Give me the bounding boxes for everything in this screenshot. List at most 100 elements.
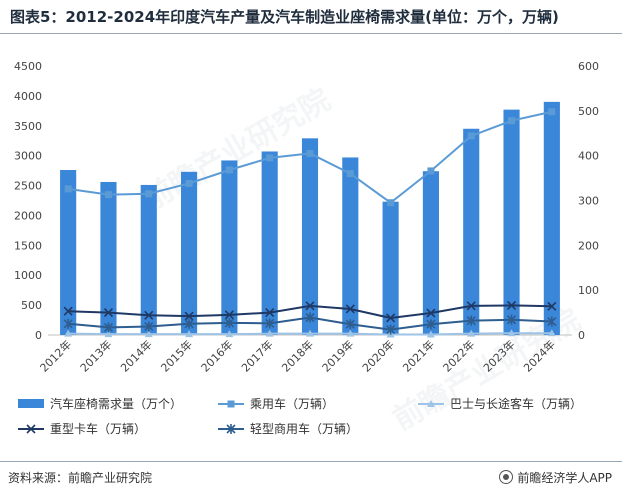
point-light-commercial	[547, 316, 557, 327]
point-heavy-truck	[184, 311, 194, 321]
bar-seat-demand	[140, 184, 157, 335]
point-bus	[507, 329, 516, 337]
legend-item-passenger: 乘用车（万辆）	[218, 396, 334, 411]
point-light-commercial	[305, 312, 315, 323]
y-left-tick-label: 1000	[14, 269, 42, 282]
y-right-tick-label: 300	[578, 195, 599, 208]
point-bus	[467, 329, 476, 337]
y-left-tick-label: 2500	[14, 180, 42, 193]
y-left-tick-label: 0	[35, 329, 42, 342]
y-right-tick-label: 200	[578, 239, 599, 252]
x-tick-label: 2022年	[440, 337, 477, 374]
point-bus	[144, 330, 153, 338]
legend-item-bus: 巴士与长途客车（万辆）	[418, 396, 582, 411]
point-bus	[185, 330, 194, 338]
legend-swatch	[18, 399, 44, 408]
point-passenger	[467, 132, 475, 140]
x-tick-label: 2016年	[198, 337, 235, 374]
chart-canvas: 0 500 1000 1500 2000 2500 3000 3500 4000 4500 0 100…	[14, 60, 599, 436]
x-tick-label: 2021年	[400, 337, 437, 374]
legend-label: 乘用车（万辆）	[250, 396, 334, 411]
x-tick-label: 2024年	[520, 337, 557, 374]
point-passenger	[185, 179, 193, 187]
point-heavy-truck	[63, 306, 73, 316]
point-passenger	[387, 199, 395, 207]
y-right-tick-label: 600	[578, 60, 599, 73]
point-heavy-truck	[386, 313, 396, 323]
y-left-tick-label: 500	[21, 299, 42, 312]
bar-seat-demand	[301, 138, 319, 335]
legend-item-light-commercial: 轻型商用车（万辆）	[218, 421, 358, 436]
point-heavy-truck	[224, 310, 234, 320]
legend-marker	[26, 424, 36, 434]
x-tick-label: 2012年	[37, 337, 74, 374]
point-heavy-truck	[103, 308, 114, 318]
bar-seat-demand	[60, 170, 77, 335]
point-bus	[104, 330, 113, 338]
legend-marker	[226, 424, 236, 434]
bar-seat-demand	[543, 101, 560, 335]
point-passenger	[64, 185, 72, 193]
point-light-commercial	[144, 321, 154, 332]
point-light-commercial	[224, 317, 234, 328]
point-bus	[346, 329, 355, 337]
point-passenger	[225, 166, 233, 174]
point-passenger	[104, 191, 112, 199]
bar-seat-demand	[463, 128, 480, 335]
point-heavy-truck	[466, 301, 476, 311]
x-tick-label: 2018年	[279, 337, 316, 374]
point-heavy-truck	[506, 300, 517, 310]
point-light-commercial	[466, 315, 476, 326]
x-tick-label: 2014年	[117, 337, 154, 374]
chart-title: 图表5：2012-2024年印度汽车产量及汽车制造业座椅需求量(单位：万个，万辆…	[10, 8, 559, 26]
point-bus	[265, 329, 274, 337]
x-tick-label: 2017年	[238, 337, 275, 374]
point-passenger	[145, 190, 153, 198]
point-passenger	[508, 117, 516, 125]
y-right-tick-label: 0	[578, 329, 585, 342]
bar-seat-demand	[181, 171, 198, 335]
y-left-tick-label: 1500	[14, 239, 42, 252]
y-left-tick-label: 3000	[14, 150, 42, 163]
point-light-commercial	[426, 319, 436, 330]
point-passenger	[266, 154, 274, 162]
point-bus	[225, 330, 234, 338]
bar-seat-demand	[342, 157, 359, 335]
point-bus	[64, 329, 73, 337]
point-light-commercial	[103, 322, 114, 333]
legend-label: 巴士与长途客车（万辆）	[450, 396, 582, 411]
brand-logo-icon	[499, 470, 514, 484]
point-heavy-truck	[305, 301, 315, 311]
point-heavy-truck	[547, 301, 557, 311]
point-bus	[306, 329, 314, 337]
x-tick-label: 2015年	[158, 337, 195, 374]
y-right-tick-label: 400	[578, 150, 599, 163]
point-heavy-truck	[345, 304, 355, 314]
point-passenger	[346, 170, 354, 178]
x-tick-label: 2019年	[319, 337, 356, 374]
x-tick-label: 2013年	[77, 337, 114, 374]
bar-seat-demand	[503, 109, 520, 335]
x-tick-label: 2020年	[359, 337, 396, 374]
y-right-tick-label: 100	[578, 284, 599, 297]
point-heavy-truck	[265, 308, 275, 318]
y-left-tick-label: 2000	[14, 209, 42, 222]
bar-seat-demand	[261, 151, 278, 335]
legend-marker	[227, 400, 235, 408]
point-heavy-truck	[144, 310, 154, 320]
source-note: 资料来源：前瞻产业研究院	[8, 471, 153, 485]
point-bus	[426, 330, 435, 338]
bar-seat-demand	[422, 171, 439, 335]
legend-label: 汽车座椅需求量（万个）	[50, 396, 182, 411]
point-passenger	[427, 167, 435, 175]
point-light-commercial	[345, 319, 355, 330]
point-light-commercial	[386, 324, 396, 335]
x-tick-label: 2023年	[480, 337, 517, 374]
point-light-commercial	[506, 314, 517, 325]
title-divider	[0, 33, 622, 34]
point-passenger	[306, 149, 314, 157]
bar-seat-demand	[221, 160, 238, 335]
y-left-tick-label: 3500	[14, 120, 42, 133]
legend-item-heavy-truck: 重型卡车（万辆）	[18, 421, 146, 436]
